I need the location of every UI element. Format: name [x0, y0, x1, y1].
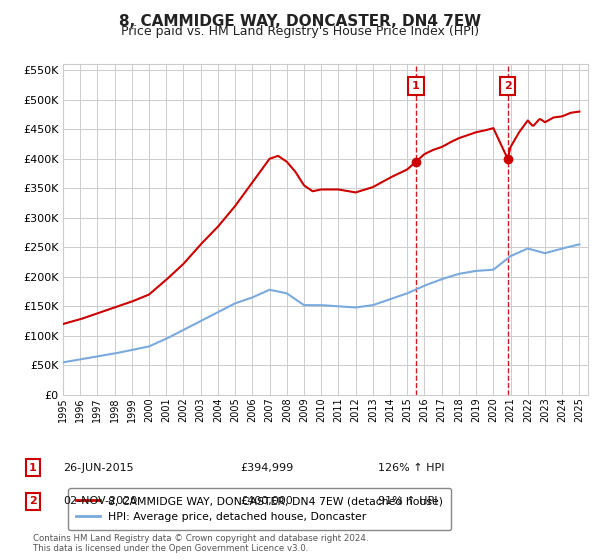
Legend: 8, CAMMIDGE WAY, DONCASTER, DN4 7EW (detached house), HPI: Average price, detach: 8, CAMMIDGE WAY, DONCASTER, DN4 7EW (det…: [68, 488, 451, 530]
Text: 2: 2: [29, 496, 37, 506]
Text: £394,999: £394,999: [240, 463, 293, 473]
Text: Contains HM Land Registry data © Crown copyright and database right 2024.
This d: Contains HM Land Registry data © Crown c…: [33, 534, 368, 553]
Text: 02-NOV-2020: 02-NOV-2020: [63, 496, 137, 506]
Text: £400,000: £400,000: [240, 496, 293, 506]
Text: 1: 1: [29, 463, 37, 473]
Text: 2: 2: [504, 81, 512, 91]
Text: 8, CAMMIDGE WAY, DONCASTER, DN4 7EW: 8, CAMMIDGE WAY, DONCASTER, DN4 7EW: [119, 14, 481, 29]
Text: 91% ↑ HPI: 91% ↑ HPI: [378, 496, 437, 506]
Text: Price paid vs. HM Land Registry's House Price Index (HPI): Price paid vs. HM Land Registry's House …: [121, 25, 479, 38]
Text: 26-JUN-2015: 26-JUN-2015: [63, 463, 134, 473]
Text: 126% ↑ HPI: 126% ↑ HPI: [378, 463, 445, 473]
Text: 1: 1: [412, 81, 420, 91]
